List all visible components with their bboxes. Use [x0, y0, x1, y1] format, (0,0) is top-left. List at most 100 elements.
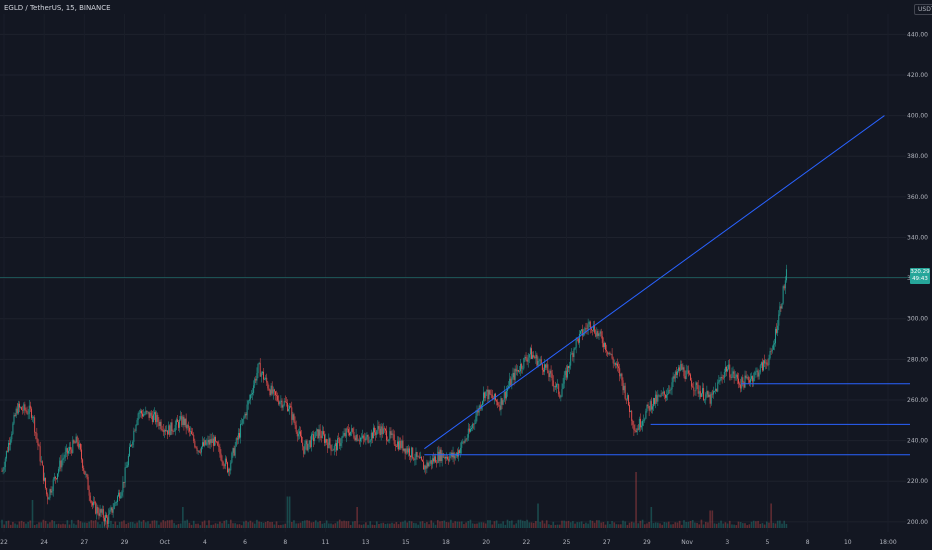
x-tick-label: 27 [81, 539, 89, 546]
candle-body [411, 447, 413, 458]
candle-body [152, 414, 154, 422]
x-tick-label: 20 [482, 539, 490, 546]
volume-bar [447, 522, 450, 528]
candle-body [296, 431, 298, 437]
candle-body [182, 416, 184, 426]
volume-bar [206, 525, 208, 528]
volume-bar [105, 520, 108, 528]
x-tick-label: 25 [563, 539, 571, 546]
candle-body [69, 447, 70, 451]
volume-bar [9, 524, 12, 528]
candle-body [524, 356, 526, 359]
candle-body [368, 441, 370, 443]
x-tick-label: Nov [681, 539, 693, 546]
y-tick-label: 340.00 [907, 234, 928, 241]
volume-bar [519, 519, 522, 528]
candle-body [655, 394, 657, 404]
candle-body [535, 354, 537, 359]
candle-body [405, 448, 407, 454]
volume-bar [232, 523, 234, 528]
volume-bar [173, 523, 175, 528]
volume-bar [554, 524, 557, 528]
volume-bar [702, 524, 705, 528]
candle-body [193, 434, 195, 441]
volume-bar [715, 523, 718, 528]
candle-body [399, 440, 401, 450]
candle-body [233, 448, 235, 456]
candle-body [44, 477, 45, 481]
volume-bar [436, 520, 439, 528]
candle-body [497, 401, 499, 406]
candle-body [681, 364, 683, 370]
candle-body [364, 438, 366, 441]
candle-body [587, 324, 589, 330]
candle-body [657, 395, 659, 402]
volume-bar [443, 520, 446, 528]
candle-body [672, 376, 674, 383]
volume-bar [500, 523, 502, 528]
volume-bar [602, 522, 605, 528]
currency-box[interactable]: USDT [914, 4, 932, 15]
candle-body [438, 451, 440, 462]
candle-body [543, 369, 544, 372]
candle-body [473, 423, 475, 425]
candle-body [747, 376, 749, 381]
volume-bar [665, 522, 668, 528]
candle-body [417, 456, 419, 458]
candle-body [779, 306, 781, 315]
candle-body [732, 371, 734, 374]
candle-body [346, 428, 348, 430]
candle-body [504, 391, 506, 399]
volume-bar [386, 523, 389, 528]
candle-body [30, 408, 32, 418]
volume-bar [713, 523, 716, 528]
candle-body [692, 386, 694, 388]
volume-bar [5, 521, 8, 528]
candle-body [136, 420, 138, 426]
candle-body [137, 413, 139, 421]
volume-bar [338, 519, 341, 528]
candle-body [601, 336, 603, 344]
candle-body [728, 364, 730, 369]
candle-body [338, 438, 340, 439]
volume-bar [711, 510, 714, 528]
volume-bar [79, 521, 82, 528]
volume-bar [600, 522, 602, 528]
volume-bar [277, 525, 280, 528]
volume-bar [574, 523, 576, 528]
volume-bar [423, 523, 426, 528]
candle-body [278, 400, 280, 405]
candle-body [81, 449, 82, 460]
candle-body [166, 430, 167, 432]
candle-body [41, 461, 43, 466]
candle-body [203, 442, 204, 446]
volume-bar [343, 520, 345, 528]
candle-body [84, 470, 86, 475]
candle-body [770, 351, 772, 352]
volume-bar [689, 520, 692, 528]
volume-bar [524, 521, 526, 528]
candle-body [764, 360, 766, 364]
candle-body [11, 433, 13, 440]
volume-bar [282, 524, 284, 528]
candle-body [60, 460, 62, 468]
x-tick-label: 29 [121, 539, 129, 546]
candle-body [321, 431, 323, 438]
volume-bar [197, 523, 199, 528]
volume-bar [145, 522, 147, 528]
candle-body [56, 478, 57, 479]
candle-body [631, 410, 633, 421]
candle-body [353, 431, 355, 438]
candle-body [606, 349, 608, 352]
candle-body [388, 439, 390, 441]
x-tick-label: 4 [203, 539, 207, 546]
volume-bar [630, 521, 633, 528]
bar-countdown-label: 49:43 [912, 276, 928, 282]
candle-body [581, 329, 583, 332]
candle-body [190, 431, 191, 432]
volume-bar [750, 521, 753, 528]
candle-body [328, 438, 330, 449]
candle-body [443, 456, 445, 458]
candle-body [385, 428, 386, 431]
